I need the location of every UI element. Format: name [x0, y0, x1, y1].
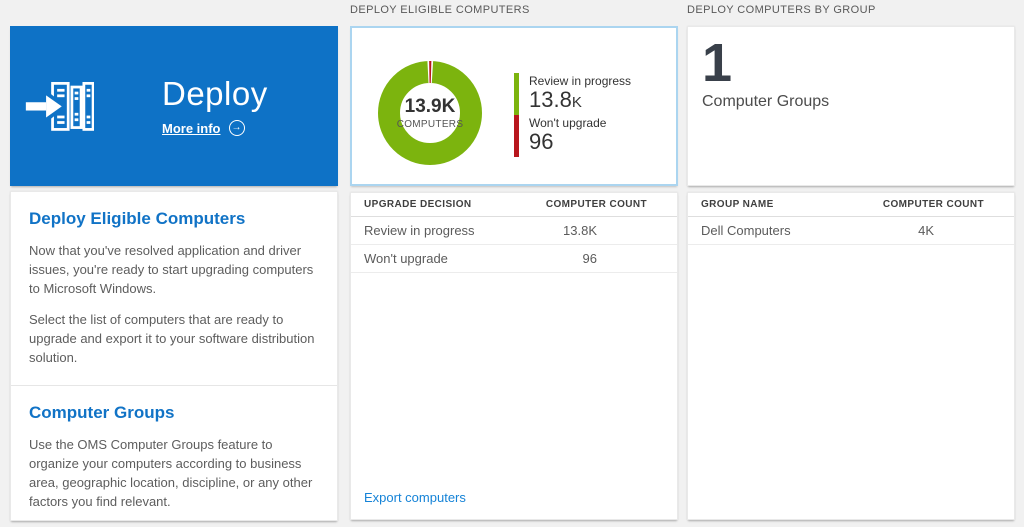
group-table: GROUP NAME COMPUTER COUNT Dell Computers…: [687, 192, 1015, 520]
tile-text-block: Deploy More info →: [162, 76, 268, 136]
row-value: 4K: [918, 223, 934, 238]
section-heading: Computer Groups: [29, 403, 175, 422]
table-header-row: GROUP NAME COMPUTER COUNT: [688, 193, 1014, 217]
deploy-books-arrow-icon: [25, 81, 94, 131]
row-value: 13.8K: [563, 223, 597, 238]
legend-value: 96: [529, 129, 554, 154]
row-label: Won't upgrade: [364, 251, 448, 266]
legend-item-review: Review in progress 13.8K: [514, 73, 631, 115]
row-label: Review in progress: [364, 223, 475, 238]
table-empty-area: [351, 273, 677, 477]
donut-center-text: 13.9K COMPUTERS: [374, 57, 486, 169]
computer-groups-tile[interactable]: 1 Computer Groups: [687, 26, 1015, 186]
legend-label: Review in progress: [529, 74, 632, 88]
column-header-computer-count: COMPUTER COUNT: [882, 199, 984, 210]
right-column: DEPLOY COMPUTERS BY GROUP 1 Computer Gro…: [687, 0, 1015, 520]
donut-center-value: 13.9K: [404, 96, 456, 117]
more-info-row: More info →: [162, 120, 268, 136]
section-paragraph: Use the OMS Computer Groups feature to o…: [29, 437, 313, 509]
section-heading: Deploy Eligible Computers: [29, 209, 246, 228]
more-info-arrow-icon[interactable]: →: [228, 120, 245, 136]
panel-header-deploy-by-group: DEPLOY COMPUTERS BY GROUP: [687, 4, 876, 16]
column-header-upgrade-decision: UPGRADE DECISION: [364, 199, 472, 210]
table-row[interactable]: Won't upgrade 96: [351, 245, 677, 273]
legend-item-wont-upgrade: Won't upgrade 96: [514, 115, 631, 157]
donut-legend: Review in progress 13.8K Won't upgrade 9…: [514, 73, 631, 157]
row-bar-container: [940, 226, 1006, 235]
row-label: Dell Computers: [701, 223, 791, 238]
legend-label: Won't upgrade: [529, 116, 607, 130]
row-bar-container: [603, 254, 669, 263]
deploy-info-card: Deploy Eligible Computers Now that you'v…: [10, 191, 338, 521]
group-count: 1: [702, 33, 733, 93]
donut-center-label: COMPUTERS: [396, 119, 464, 130]
legend-swatch-green: [514, 73, 519, 115]
table-row[interactable]: Dell Computers 4K: [688, 217, 1014, 245]
row-bar-container: [603, 226, 669, 235]
section-deploy-eligible: Deploy Eligible Computers Now that you'v…: [11, 192, 337, 385]
middle-column: DEPLOY ELIGIBLE COMPUTERS 13.9K COMPUTER…: [350, 0, 678, 520]
donut-svg: [378, 61, 482, 165]
section-paragraph: Now that you've resolved application and…: [29, 243, 314, 296]
legend-value: 13.8K: [529, 87, 582, 112]
legend-swatch-red: [514, 115, 519, 157]
table-empty-area: [688, 245, 1014, 519]
section-paragraph: Select the list of computers that are re…: [29, 312, 315, 365]
group-count-label: Computer Groups: [702, 93, 830, 110]
table-row[interactable]: Review in progress 13.8K: [351, 217, 677, 245]
donut-chart: 13.9K COMPUTERS: [374, 57, 486, 169]
tile-title: Deploy: [162, 75, 268, 112]
left-column: Deploy More info → Deploy Eligible Compu…: [10, 26, 338, 521]
export-row: Export computers: [351, 477, 677, 519]
eligible-computers-tile[interactable]: 13.9K COMPUTERS Review in progress 13.8K…: [350, 26, 678, 186]
column-header-computer-count: COMPUTER COUNT: [545, 199, 647, 210]
panel-header-deploy-eligible: DEPLOY ELIGIBLE COMPUTERS: [350, 4, 530, 16]
section-computer-groups: Computer Groups Use the OMS Computer Gro…: [11, 385, 337, 527]
table-header-row: UPGRADE DECISION COMPUTER COUNT: [351, 193, 677, 217]
upgrade-decision-table: UPGRADE DECISION COMPUTER COUNT Review i…: [350, 192, 678, 520]
export-computers-link[interactable]: Export computers: [364, 490, 466, 505]
more-info-link[interactable]: More info: [162, 120, 221, 136]
deploy-blade-tile[interactable]: Deploy More info →: [10, 26, 338, 186]
column-header-group-name: GROUP NAME: [701, 199, 774, 210]
row-value: 96: [582, 251, 597, 266]
